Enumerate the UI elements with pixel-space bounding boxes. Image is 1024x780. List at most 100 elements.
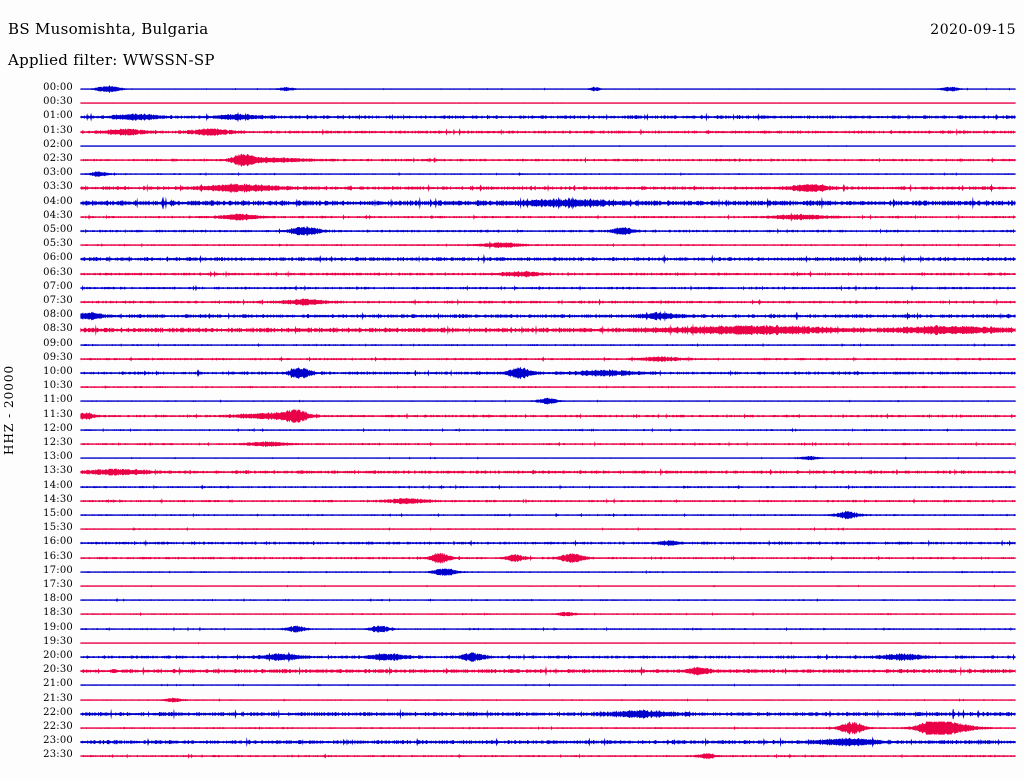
time-tick-label: 05:30: [43, 238, 73, 250]
waveform-trace: [80, 110, 1016, 124]
waveform-trace: [80, 338, 1016, 352]
time-tick-label: 16:00: [43, 536, 73, 548]
trace-row: 18:30: [0, 607, 1024, 621]
waveform-trace: [80, 678, 1016, 692]
trace-row: 08:00: [0, 309, 1024, 323]
waveform-trace: [80, 252, 1016, 266]
time-tick-label: 01:30: [43, 124, 73, 136]
time-tick-label: 14:30: [43, 493, 73, 505]
time-tick-label: 10:30: [43, 380, 73, 392]
waveform-trace: [80, 650, 1016, 664]
trace-row: 03:00: [0, 167, 1024, 181]
trace-row: 19:00: [0, 622, 1024, 636]
waveform-trace: [80, 451, 1016, 465]
time-tick-label: 16:30: [43, 550, 73, 562]
time-tick-label: 09:00: [43, 337, 73, 349]
trace-row: 10:00: [0, 366, 1024, 380]
time-tick-label: 15:00: [43, 508, 73, 519]
trace-row: 04:00: [0, 196, 1024, 210]
trace-row: 05:30: [0, 238, 1024, 252]
trace-row: 11:00: [0, 394, 1024, 408]
waveform-trace: [80, 480, 1016, 494]
trace-row: 07:30: [0, 295, 1024, 309]
time-tick-label: 23:00: [43, 735, 73, 747]
time-tick-label: 12:30: [43, 437, 73, 448]
waveform-trace: [80, 295, 1016, 309]
time-tick-label: 09:30: [43, 351, 73, 363]
waveform-trace: [80, 366, 1016, 380]
trace-row: 06:00: [0, 252, 1024, 266]
time-tick-label: 04:00: [43, 195, 73, 207]
waveform-trace: [80, 224, 1016, 238]
waveform-trace: [80, 394, 1016, 408]
waveform-trace: [80, 167, 1016, 181]
time-tick-label: 10:00: [43, 366, 73, 377]
waveform-trace: [80, 409, 1016, 423]
waveform-trace: [80, 309, 1016, 323]
time-tick-label: 00:30: [43, 96, 73, 108]
trace-row: 00:00: [0, 82, 1024, 96]
trace-row: 20:00: [0, 650, 1024, 664]
station-title: BS Musomishta, Bulgaria: [8, 20, 209, 38]
trace-row: 23:30: [0, 749, 1024, 763]
time-tick-label: 13:30: [43, 465, 73, 477]
waveform-trace: [80, 593, 1016, 607]
waveform-trace: [80, 423, 1016, 437]
time-tick-label: 08:00: [43, 309, 73, 321]
time-tick-label: 01:00: [43, 110, 73, 122]
waveform-trace: [80, 551, 1016, 565]
helicorder-plot: 00:00 00:30 01:00 01:30 02:00 02:30 03:00 03:30…: [0, 82, 1024, 772]
time-tick-label: 06:00: [43, 252, 73, 264]
time-tick-label: 14:00: [43, 479, 73, 491]
time-tick-label: 11:00: [43, 394, 73, 406]
waveform-trace: [80, 238, 1016, 252]
trace-row: 02:00: [0, 139, 1024, 153]
trace-row: 12:00: [0, 423, 1024, 437]
trace-row: 13:00: [0, 451, 1024, 465]
trace-row: 09:30: [0, 352, 1024, 366]
waveform-trace: [80, 196, 1016, 210]
time-tick-label: 00:00: [43, 82, 73, 93]
trace-row: 23:00: [0, 735, 1024, 749]
waveform-trace: [80, 210, 1016, 224]
trace-row: 06:30: [0, 267, 1024, 281]
time-tick-label: 17:30: [43, 579, 73, 590]
waveform-trace: [80, 323, 1016, 337]
time-tick-label: 23:30: [43, 749, 73, 761]
waveform-trace: [80, 465, 1016, 479]
time-tick-label: 20:00: [43, 650, 73, 661]
trace-row: 01:30: [0, 125, 1024, 139]
waveform-trace: [80, 181, 1016, 195]
time-tick-label: 17:00: [43, 564, 73, 576]
trace-row: 03:30: [0, 181, 1024, 195]
waveform-trace: [80, 153, 1016, 167]
trace-row: 14:30: [0, 494, 1024, 508]
trace-row: 22:00: [0, 707, 1024, 721]
waveform-trace: [80, 707, 1016, 721]
trace-row: 18:00: [0, 593, 1024, 607]
trace-row: 02:30: [0, 153, 1024, 167]
time-tick-label: 07:00: [43, 280, 73, 292]
trace-row: 13:30: [0, 465, 1024, 479]
waveform-trace: [80, 125, 1016, 139]
time-tick-label: 21:00: [43, 678, 73, 690]
time-tick-label: 07:30: [43, 295, 73, 306]
waveform-trace: [80, 267, 1016, 281]
waveform-trace: [80, 82, 1016, 96]
waveform-trace: [80, 139, 1016, 153]
time-tick-label: 15:30: [43, 522, 73, 534]
waveform-trace: [80, 636, 1016, 650]
time-tick-label: 02:30: [43, 153, 73, 164]
trace-row: 16:00: [0, 536, 1024, 550]
trace-row: 01:00: [0, 110, 1024, 124]
waveform-trace: [80, 281, 1016, 295]
waveform-trace: [80, 693, 1016, 707]
trace-row: 14:00: [0, 480, 1024, 494]
time-tick-label: 21:30: [43, 692, 73, 704]
trace-row: 20:30: [0, 664, 1024, 678]
waveform-trace: [80, 749, 1016, 763]
waveform-trace: [80, 437, 1016, 451]
time-tick-label: 08:30: [43, 323, 73, 335]
filter-label: Applied filter: WWSSN-SP: [8, 51, 215, 69]
